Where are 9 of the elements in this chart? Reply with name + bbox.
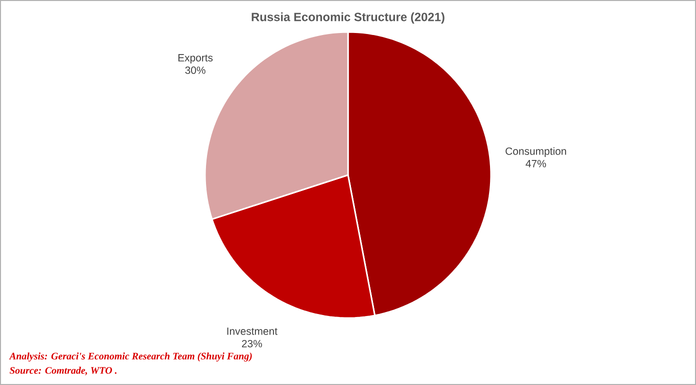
slice-label: Investment (227, 328, 278, 335)
data-label: 47% (526, 160, 546, 168)
source-note: Source: Comtrade, WTO . (10, 366, 116, 376)
text: Analysis: Geraci's Economic Research Team (Shuyi Fang) (9, 352, 252, 362)
chart-title: Russia Economic Structure (2021) (252, 12, 444, 24)
data-label: 30% (185, 66, 206, 74)
data-label: 23% (242, 340, 262, 348)
slice-label: Exports (178, 54, 213, 64)
slice-label: Consumption (506, 147, 566, 157)
